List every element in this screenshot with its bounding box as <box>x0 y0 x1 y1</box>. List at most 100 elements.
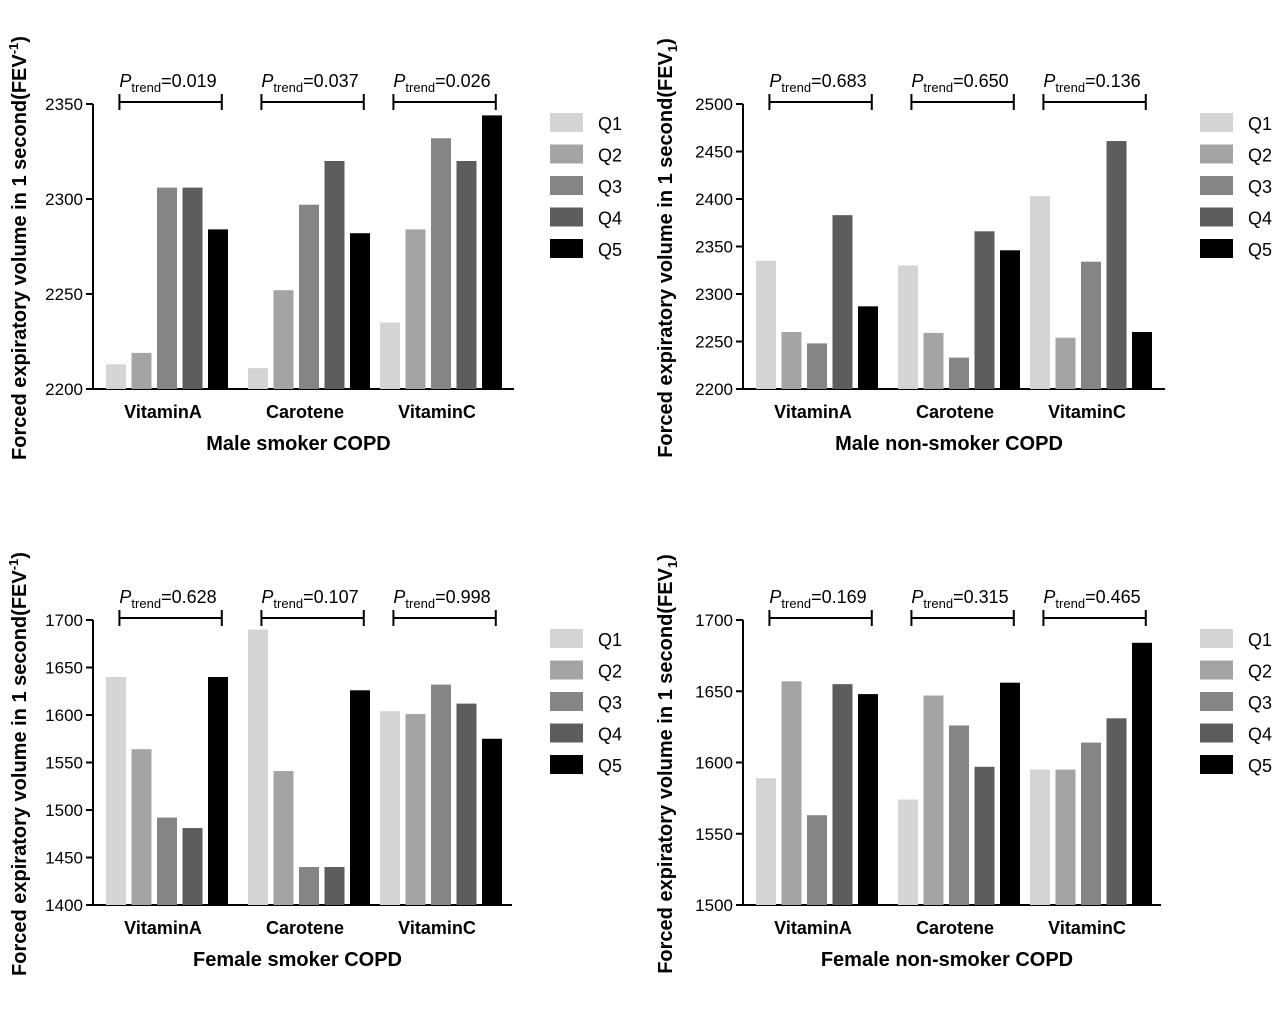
bar-1-vitamina-q5 <box>208 229 228 389</box>
legend-label-4-q4: Q4 <box>1248 725 1272 745</box>
p-trend-label-1-1: Ptrend=0.037 <box>261 71 358 95</box>
p-trend-bracket-2-1 <box>910 94 1015 110</box>
legend-swatch-3-q4 <box>550 723 583 743</box>
legend-label-1-q5: Q5 <box>598 240 622 260</box>
bar-2-carotene-q1 <box>898 265 918 389</box>
p-trend-bracket-4-0 <box>768 610 873 626</box>
bar-4-vitaminc-q5 <box>1132 642 1152 905</box>
legend-label-2-q5: Q5 <box>1248 240 1272 260</box>
y-tick-label-4-3: 1650 <box>695 682 733 701</box>
category-label-3-1: Carotene <box>266 918 344 938</box>
bar-3-carotene-q3 <box>299 867 319 905</box>
bar-1-vitamina-q2 <box>131 352 152 389</box>
bar-1-vitaminc-q1 <box>380 322 400 389</box>
y-tick-label-2-1: 2250 <box>695 333 733 352</box>
y-tick-label-3-1: 1450 <box>45 849 83 868</box>
legend-swatch-1-q5 <box>550 239 583 258</box>
p-trend-label-4-1: Ptrend=0.315 <box>911 587 1008 611</box>
bar-3-carotene-q5 <box>350 690 370 905</box>
legend-label-2-q3: Q3 <box>1248 177 1272 197</box>
y-tick-label-2-3: 2350 <box>695 238 733 257</box>
bar-4-carotene-q4 <box>974 766 995 905</box>
legend-swatch-3-q2 <box>550 660 583 680</box>
bar-1-vitamina-q1 <box>106 364 126 389</box>
bar-1-vitamina-q3 <box>157 187 177 389</box>
bar-4-vitamina-q1 <box>756 778 776 905</box>
chart-panel-4: 1500 1550 1600 1650 1700 VitaminA Ptrend=0.169… <box>655 554 1272 974</box>
legend-label-3-q3: Q3 <box>598 693 622 713</box>
bar-4-carotene-q5 <box>1000 682 1020 905</box>
bar-2-vitaminc-q3 <box>1081 261 1101 389</box>
bar-4-vitaminc-q2 <box>1055 769 1076 905</box>
p-trend-label-2-2: Ptrend=0.136 <box>1043 71 1140 95</box>
category-label-4-1: Carotene <box>916 918 994 938</box>
p-trend-label-4-2: Ptrend=0.465 <box>1043 587 1140 611</box>
legend-swatch-1-q2 <box>550 144 583 164</box>
bar-1-vitaminc-q4 <box>456 161 477 389</box>
y-tick-label-4-4: 1700 <box>695 611 733 630</box>
legend-swatch-4-q4 <box>1200 723 1233 743</box>
legend-label-1-q3: Q3 <box>598 177 622 197</box>
bar-1-carotene-q1 <box>248 368 268 389</box>
bar-3-vitaminc-q3 <box>431 684 451 905</box>
p-trend-bracket-2-2 <box>1042 94 1147 110</box>
legend-swatch-1-q1 <box>550 113 583 132</box>
p-trend-bracket-4-2 <box>1042 610 1147 626</box>
bar-4-vitaminc-q4 <box>1106 718 1127 905</box>
category-label-1-2: VitaminC <box>398 402 476 422</box>
category-label-1-0: VitaminA <box>124 402 202 422</box>
legend-swatch-2-q3 <box>1200 176 1233 195</box>
legend-swatch-2-q2 <box>1200 144 1233 164</box>
legend-label-4-q2: Q2 <box>1248 662 1272 682</box>
bar-4-vitamina-q3 <box>807 815 827 905</box>
y-tick-label-2-5: 2450 <box>695 143 733 162</box>
p-trend-label-2-0: Ptrend=0.683 <box>769 71 866 95</box>
x-axis-title-1: Male smoker COPD <box>206 433 391 455</box>
bar-2-carotene-q2 <box>923 332 944 389</box>
chart-panel-3: 1400 1450 1500 1550 1600 1650 1700 VitaminA Ptre… <box>6 552 622 976</box>
legend-swatch-3-q5 <box>550 755 583 774</box>
y-tick-label-1-1: 2250 <box>45 285 83 304</box>
legend-swatch-1-q3 <box>550 176 583 195</box>
p-trend-label-3-1: Ptrend=0.107 <box>261 587 358 611</box>
y-tick-label-1-2: 2300 <box>45 190 83 209</box>
bar-3-carotene-q2 <box>273 771 294 905</box>
legend-label-2-q2: Q2 <box>1248 146 1272 166</box>
category-label-3-2: VitaminC <box>398 918 476 938</box>
y-axis-title-2: Forced expiratory volume in 1 second(FEV… <box>655 38 680 458</box>
legend-label-3-q5: Q5 <box>598 756 622 776</box>
bar-2-vitamina-q2 <box>781 332 802 389</box>
p-trend-label-1-2: Ptrend=0.026 <box>393 71 490 95</box>
y-tick-label-2-0: 2200 <box>695 380 733 399</box>
bar-3-carotene-q1 <box>248 629 268 905</box>
bar-4-vitamina-q5 <box>858 694 878 905</box>
y-tick-label-3-5: 1650 <box>45 659 83 678</box>
p-trend-label-1-0: Ptrend=0.019 <box>119 71 216 95</box>
bar-4-vitaminc-q1 <box>1030 769 1050 905</box>
bar-1-vitamina-q4 <box>182 187 203 389</box>
bar-1-vitaminc-q2 <box>405 229 426 389</box>
legend-label-1-q4: Q4 <box>598 209 622 229</box>
legend-swatch-1-q4 <box>550 207 583 227</box>
legend-swatch-4-q2 <box>1200 660 1233 680</box>
bar-3-vitaminc-q5 <box>482 738 502 905</box>
bar-4-vitaminc-q3 <box>1081 742 1101 905</box>
legend-swatch-3-q1 <box>550 629 583 648</box>
bar-2-vitaminc-q4 <box>1106 141 1127 389</box>
x-axis-title-2: Male non-smoker COPD <box>835 433 1063 455</box>
bar-1-vitaminc-q3 <box>431 138 451 389</box>
bar-2-vitaminc-q1 <box>1030 196 1050 389</box>
bar-3-vitamina-q5 <box>208 677 228 905</box>
bar-2-carotene-q4 <box>974 231 995 389</box>
bar-1-carotene-q4 <box>324 161 345 389</box>
p-trend-bracket-2-0 <box>768 94 873 110</box>
bar-3-vitamina-q1 <box>106 677 126 905</box>
bar-4-vitamina-q4 <box>832 684 853 905</box>
legend-label-4-q3: Q3 <box>1248 693 1272 713</box>
category-label-2-0: VitaminA <box>774 402 852 422</box>
p-trend-bracket-1-2 <box>392 94 497 110</box>
y-tick-label-4-1: 1550 <box>695 825 733 844</box>
legend-label-2-q4: Q4 <box>1248 209 1272 229</box>
p-trend-label-3-0: Ptrend=0.628 <box>119 587 216 611</box>
